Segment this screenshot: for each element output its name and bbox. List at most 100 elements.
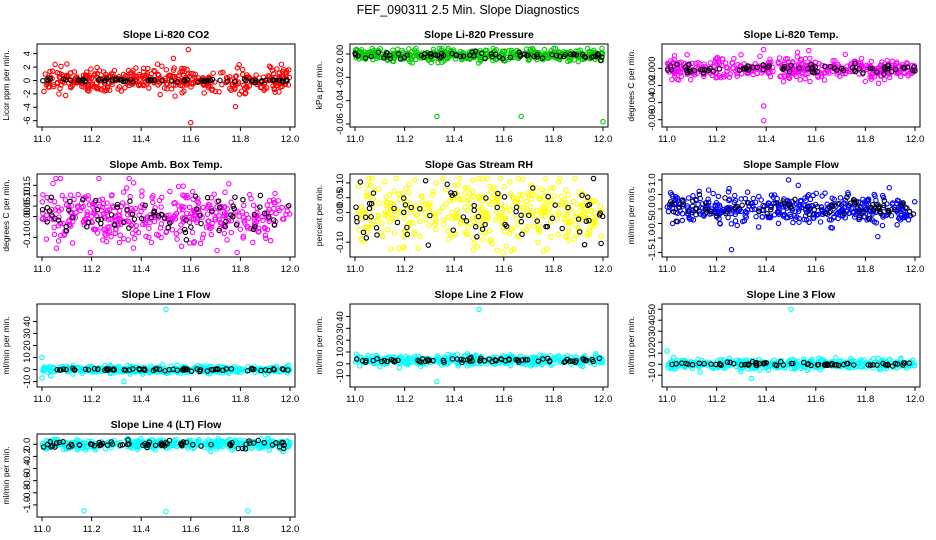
- data-point: [465, 184, 471, 191]
- data-point: [887, 74, 893, 81]
- subset-point: [727, 359, 733, 366]
- data-point: [593, 350, 599, 357]
- data-point: [445, 45, 451, 52]
- subset-point: [546, 358, 553, 364]
- data-point: [714, 74, 721, 81]
- data-point: [150, 193, 156, 199]
- data-point: [442, 186, 449, 193]
- subset-point: [692, 205, 699, 212]
- data-point: [843, 67, 850, 73]
- data-point: [479, 229, 485, 236]
- y-tick-label: 40: [335, 311, 346, 322]
- outlier-point: [188, 119, 194, 126]
- data-point: [535, 239, 541, 246]
- data-point: [242, 90, 248, 97]
- subset-point: [84, 223, 90, 230]
- data-point: [797, 203, 803, 210]
- subset-point: [814, 203, 821, 210]
- data-point: [502, 48, 508, 54]
- subset-point: [822, 210, 829, 217]
- data-point: [525, 189, 531, 196]
- data-point: [555, 231, 561, 238]
- data-point: [424, 204, 431, 211]
- data-point: [525, 223, 531, 230]
- y-axis-label: ml/min per min.: [1, 316, 11, 374]
- data-point: [788, 213, 794, 220]
- subset-point: [188, 368, 195, 375]
- x-tick-label: 11.0: [346, 264, 364, 275]
- x-tick-label: 12.0: [906, 264, 925, 275]
- subset-point: [679, 360, 685, 366]
- subset-point: [216, 227, 222, 234]
- data-point: [563, 187, 569, 193]
- data-point: [470, 247, 476, 253]
- data-point: [178, 243, 185, 250]
- subset-point: [845, 360, 851, 367]
- data-point: [448, 232, 454, 238]
- subset-point: [141, 366, 148, 372]
- data-point: [59, 192, 65, 199]
- data-point: [767, 69, 773, 75]
- data-point: [204, 211, 211, 217]
- subset-point: [425, 242, 432, 248]
- data-point: [88, 66, 94, 72]
- x-tick-label: 11.4: [132, 524, 150, 535]
- x-tick-label: 11.2: [708, 264, 726, 275]
- data-point: [575, 58, 582, 65]
- data-point: [822, 190, 828, 196]
- x-tick-label: 11.4: [757, 264, 775, 275]
- subset-point: [279, 366, 286, 372]
- subset-point: [91, 365, 98, 372]
- data-point: [749, 66, 755, 73]
- data-point: [222, 189, 228, 196]
- data-point: [183, 210, 190, 217]
- outlier-point: [788, 306, 794, 312]
- subset-point: [151, 209, 157, 216]
- data-point: [357, 363, 363, 369]
- data-point: [411, 231, 418, 237]
- data-point: [566, 219, 573, 225]
- data-point: [788, 365, 795, 372]
- data-point: [579, 202, 586, 208]
- subset-point: [906, 360, 912, 366]
- data-point: [795, 208, 802, 215]
- y-tick-label: 0.00: [335, 45, 346, 64]
- data-point: [62, 92, 69, 99]
- data-point: [690, 193, 696, 199]
- subset-point: [80, 196, 86, 203]
- subset-point: [668, 67, 674, 73]
- subset-point: [114, 201, 121, 208]
- subset-point: [111, 222, 118, 228]
- data-point: [849, 209, 856, 216]
- data-point: [501, 184, 508, 190]
- subset-point: [901, 65, 908, 71]
- data-point: [104, 83, 111, 89]
- x-tick-label: 11.4: [445, 264, 463, 275]
- data-point: [697, 369, 703, 375]
- outlier-point: [760, 117, 767, 124]
- subset-point: [539, 55, 546, 61]
- subset-point: [594, 51, 601, 57]
- data-point: [430, 188, 436, 195]
- data-point: [163, 66, 170, 73]
- data-point: [415, 245, 422, 252]
- subset-point: [570, 358, 576, 365]
- data-point: [792, 208, 799, 215]
- data-point: [192, 71, 199, 78]
- data-point: [426, 222, 432, 229]
- data-point: [250, 239, 256, 246]
- data-point: [252, 221, 258, 228]
- subset-point: [156, 366, 163, 373]
- subset-point: [251, 211, 258, 218]
- data-point: [80, 219, 87, 225]
- data-point: [486, 227, 493, 234]
- data-point: [241, 220, 248, 226]
- subset-point: [852, 199, 858, 205]
- subset-point: [232, 194, 238, 200]
- subset-point: [906, 209, 913, 215]
- data-point: [837, 195, 844, 201]
- data-point: [245, 215, 252, 221]
- data-point: [163, 229, 169, 236]
- subset-point: [63, 366, 69, 373]
- data-point: [856, 360, 862, 366]
